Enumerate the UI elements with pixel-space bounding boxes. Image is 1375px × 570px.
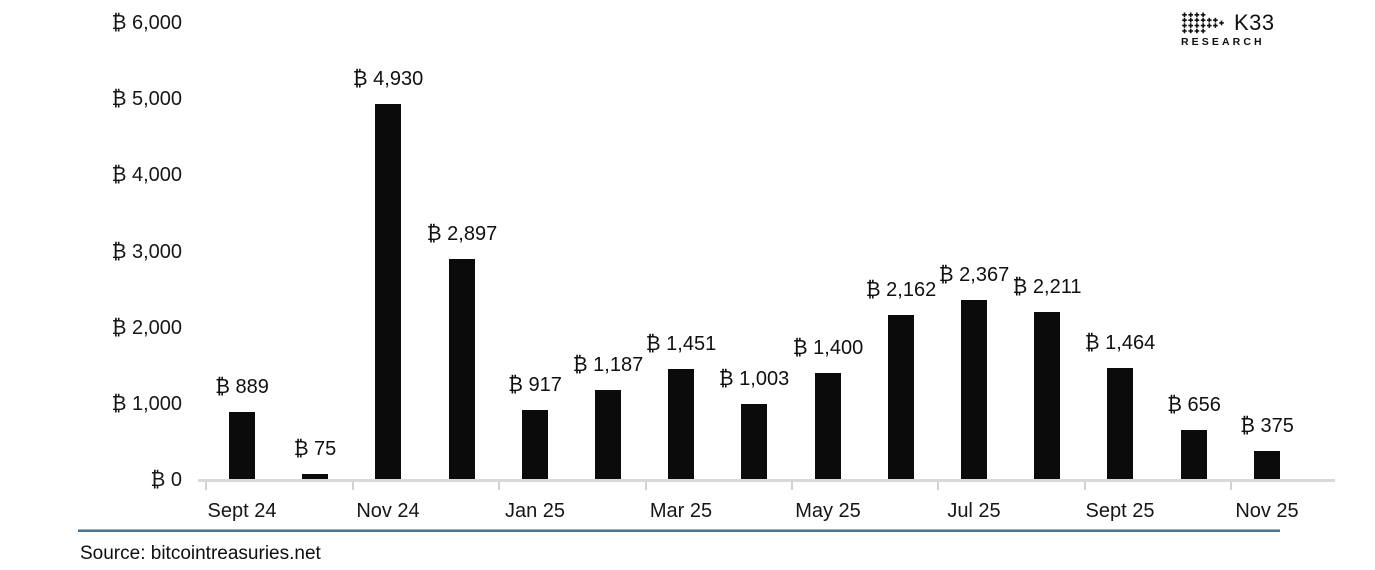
x-axis-label: Sept 25	[1085, 500, 1155, 522]
bar	[741, 404, 767, 480]
y-axis-label: ₿ 6,000	[111, 12, 182, 34]
bar	[302, 474, 328, 480]
bar-value-label: ₿ 1,187	[572, 354, 644, 376]
bar	[815, 373, 841, 480]
bar-value-label: ₿ 75	[293, 438, 337, 460]
bar-value-label: ₿ 2,162	[865, 279, 937, 301]
x-axis-label: Mar 25	[649, 500, 713, 522]
bar-value-label: ₿ 375	[1240, 415, 1294, 437]
bar-value-label: ₿ 889	[215, 376, 269, 398]
x-axis-tick	[498, 481, 500, 490]
bar	[668, 369, 694, 480]
x-axis-label: May 25	[795, 500, 861, 522]
x-axis-tick	[645, 481, 647, 490]
bar	[375, 104, 401, 480]
bar-value-label: ₿ 656	[1167, 394, 1221, 416]
x-axis-label: Nov 24	[356, 500, 420, 522]
y-axis-label: ₿ 3,000	[111, 240, 182, 263]
x-axis-tick	[1230, 481, 1232, 490]
y-axis-label: ₿ 2,000	[111, 316, 182, 339]
k33-research-label: RESEARCH	[1181, 36, 1265, 48]
bar-value-label: ₿ 2,211	[1012, 276, 1082, 298]
x-axis-label: Sept 24	[207, 500, 277, 522]
y-axis-label: ₿ 4,000	[111, 164, 182, 187]
x-axis-tick	[937, 481, 939, 490]
bar-value-label: ₿ 1,464	[1084, 332, 1156, 354]
x-axis-tick	[352, 481, 354, 490]
bar	[1181, 430, 1207, 480]
x-axis-label: Nov 25	[1235, 500, 1299, 522]
bar-value-label: ₿ 1,003	[718, 368, 790, 390]
k33-research-logo: K33 RESEARCH	[1181, 12, 1276, 49]
bar	[522, 410, 548, 480]
bar	[449, 259, 475, 480]
bar	[1107, 368, 1133, 480]
bar	[1254, 451, 1280, 480]
bar-value-label: ₿ 1,451	[645, 333, 717, 355]
k33-logo-row: K33	[1181, 12, 1276, 34]
source-note: Source: bitcointreasuries.net	[80, 543, 321, 564]
x-axis-line	[198, 479, 1335, 482]
k33-wordmark: K33	[1234, 10, 1275, 35]
bar	[888, 315, 914, 480]
bar-value-label: ₿ 1,400	[792, 337, 864, 359]
footer-divider	[78, 529, 1280, 532]
x-axis-label: Jul 25	[947, 500, 1001, 522]
bar-value-label: ₿ 2,367	[938, 264, 1010, 286]
y-axis-label: ₿ 5,000	[111, 88, 182, 111]
x-axis-tick	[791, 481, 793, 490]
y-axis-label: ₿ 1,000	[111, 392, 182, 415]
k33-dot-matrix-icon	[1182, 12, 1224, 34]
bar	[229, 412, 255, 480]
x-axis-tick	[1084, 481, 1086, 490]
bar-value-label: ₿ 917	[508, 374, 562, 396]
x-axis-tick	[205, 481, 207, 490]
bar	[595, 390, 621, 480]
bar-value-label: ₿ 2,897	[426, 223, 498, 245]
bar	[961, 300, 987, 480]
x-axis-label: Jan 25	[504, 500, 566, 522]
y-axis-label: ₿ 0	[150, 469, 182, 491]
bar	[1034, 312, 1060, 480]
bar-value-label: ₿ 4,930	[352, 68, 424, 90]
